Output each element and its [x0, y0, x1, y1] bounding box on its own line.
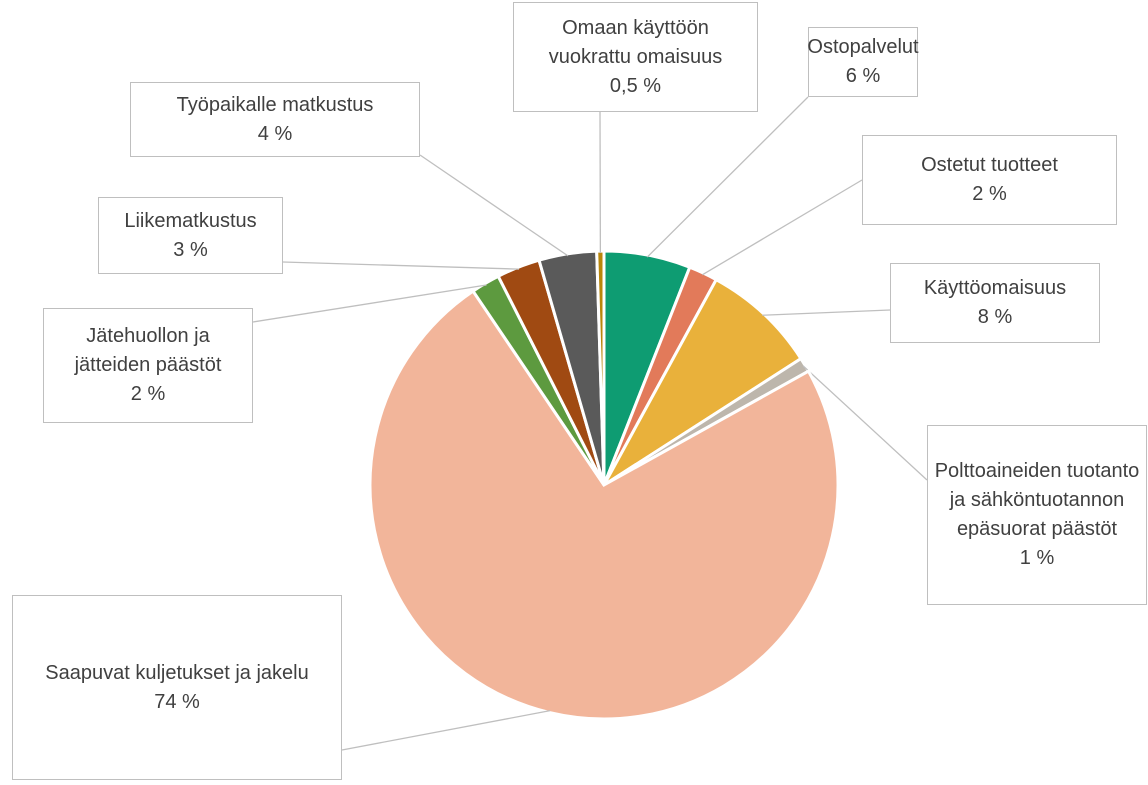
label-name: Liikematkustus [124, 209, 257, 232]
label-value: 6 % [845, 65, 881, 87]
leader-line [701, 179, 863, 276]
leader-line [762, 309, 891, 316]
data-label: Jätehuollon ja jätteiden päästöt 2 % [43, 308, 253, 423]
label-value: 3 % [173, 238, 208, 261]
pie-slice [368, 288, 840, 721]
label-value: 4 % [257, 122, 293, 145]
leader-line [646, 96, 809, 258]
leader-line [802, 365, 928, 481]
label-value: 8 % [977, 306, 1013, 328]
data-label: Käyttöomaisuus 8 % [890, 263, 1100, 343]
leader-line [252, 284, 487, 323]
label-name: Ostetut tuotteet [921, 154, 1058, 176]
label-value: 74 % [154, 690, 200, 713]
label-value: 0,5 % [609, 74, 662, 97]
data-label: Liikematkustus 3 % [98, 197, 283, 274]
data-label: Työpaikalle matkustus 4 % [130, 82, 420, 157]
label-name: Jätehuollon ja jätteiden päästöt [74, 325, 222, 376]
leader-line [282, 261, 520, 270]
data-label: Omaan käyttöön vuokrattu omaisuus 0,5 % [513, 2, 758, 112]
pie-slice [602, 277, 804, 487]
label-value: 1 % [1019, 547, 1055, 569]
label-name: Polttoaineiden tuotanto ja sähköntuotann… [934, 460, 1140, 540]
label-name: Ostopalvelut [807, 36, 919, 58]
label-name: Saapuvat kuljetukset ja jakelu [45, 661, 309, 684]
label-name: Työpaikalle matkustus [176, 93, 374, 116]
label-value: 2 % [972, 183, 1007, 205]
leader-line [341, 710, 551, 751]
data-label: Ostopalvelut 6 % [807, 27, 919, 97]
data-label: Saapuvat kuljetukset ja jakelu 74 % [12, 595, 342, 780]
leader-line [419, 154, 569, 257]
data-label: Ostetut tuotteet 2 % [862, 135, 1117, 225]
label-name: Käyttöomaisuus [923, 277, 1067, 299]
label-name: Omaan käyttöön vuokrattu omaisuus [548, 16, 723, 68]
label-value: 2 % [130, 383, 166, 405]
data-label: Polttoaineiden tuotanto ja sähköntuotann… [927, 425, 1147, 605]
